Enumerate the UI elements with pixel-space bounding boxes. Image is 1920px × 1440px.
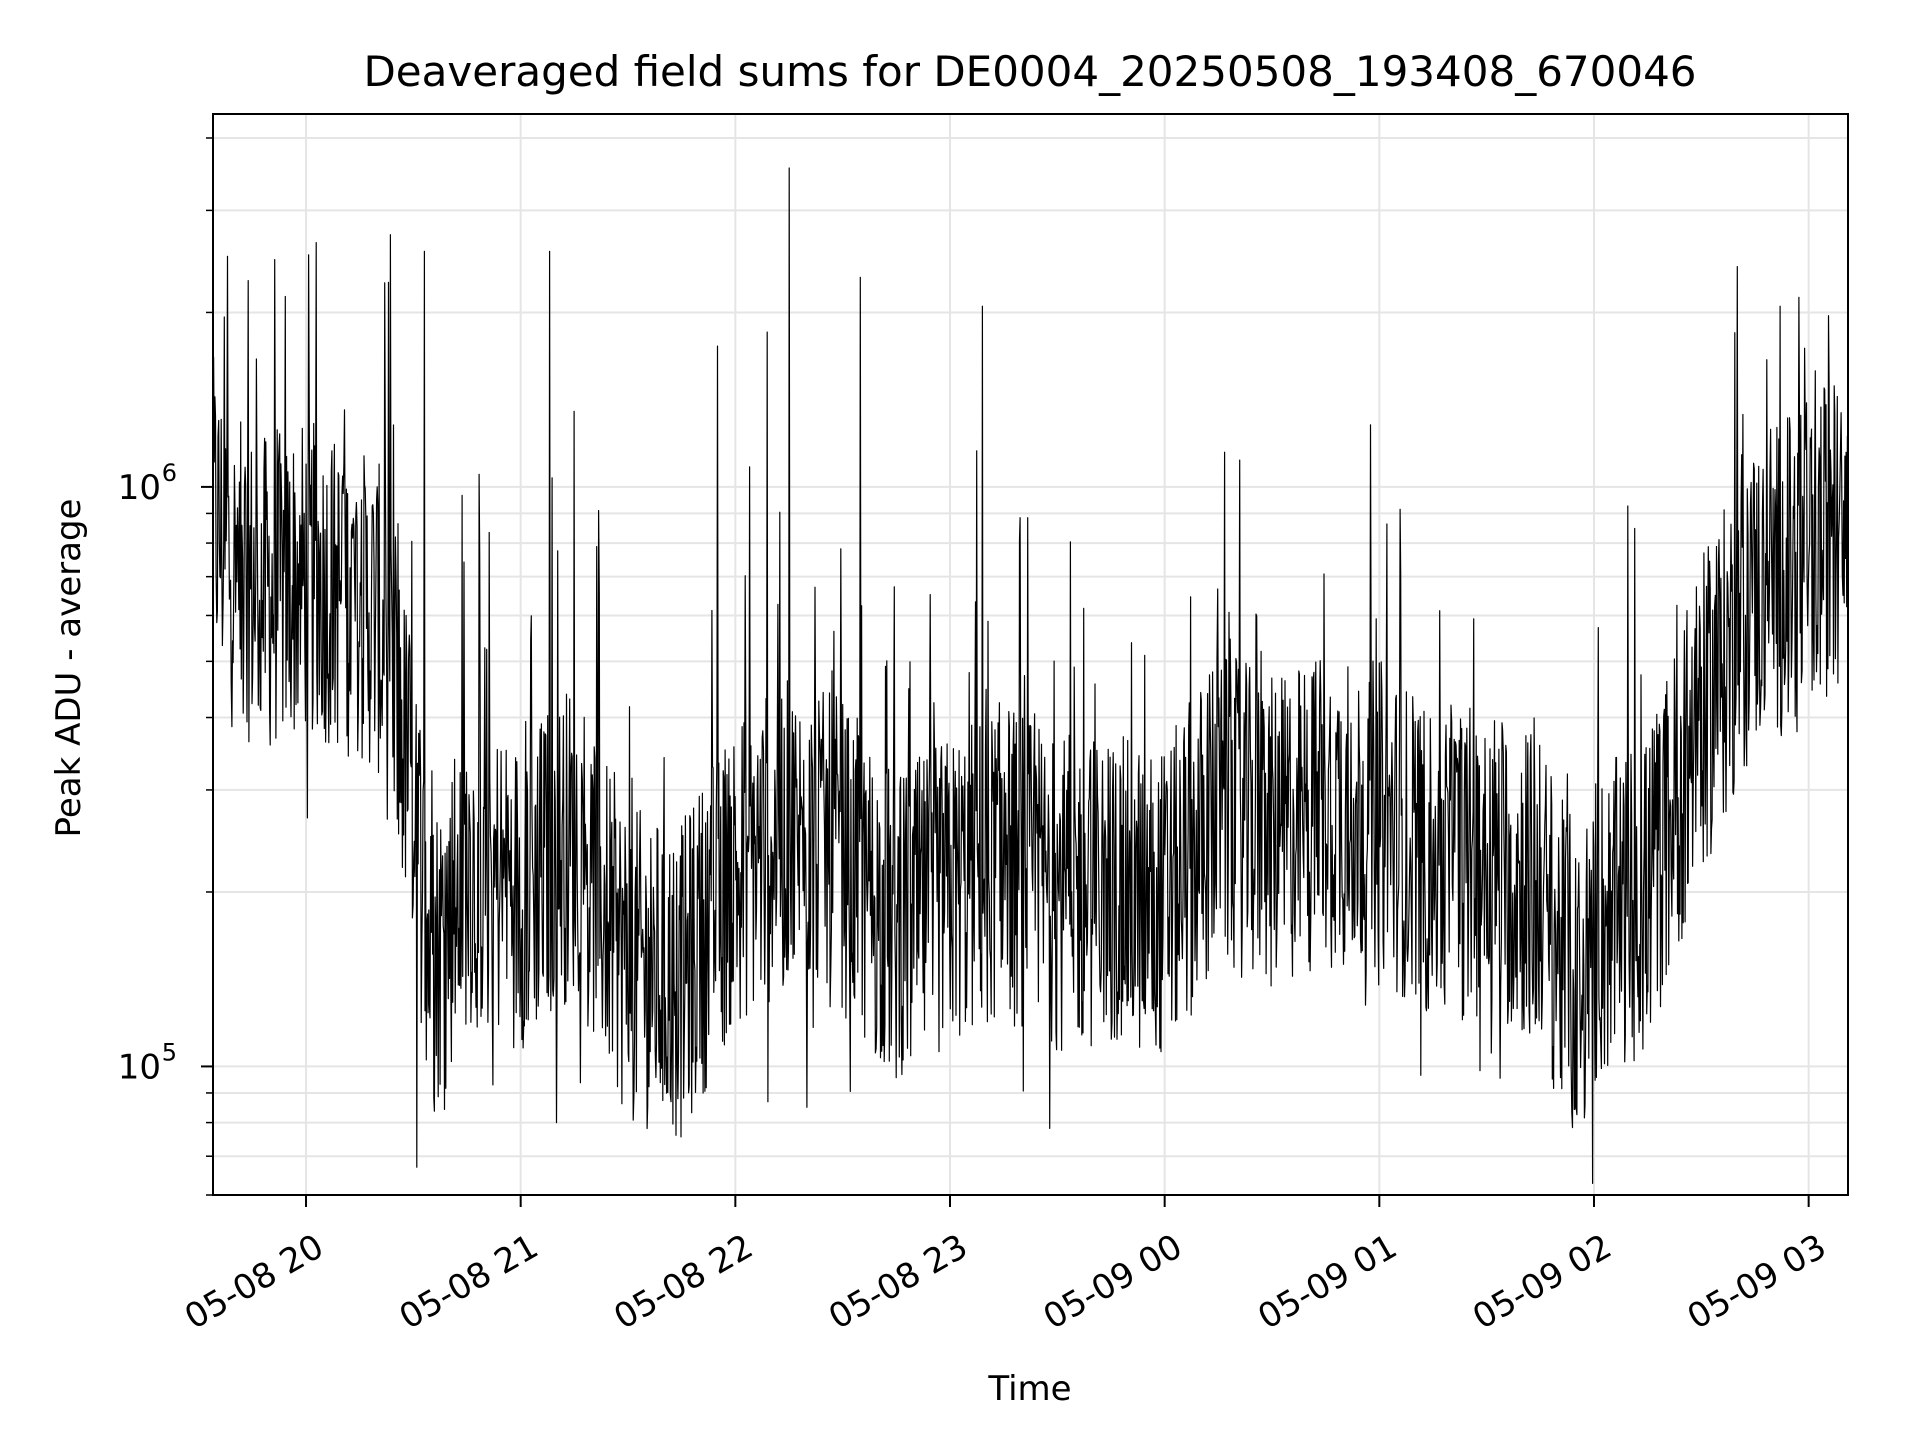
plot-frame (212, 113, 1849, 1196)
plot-area (212, 167, 1849, 1184)
y-tick-exponent: 6 (162, 459, 177, 487)
y-tick-label: 10 (118, 1047, 161, 1087)
x-axis-label: Time (987, 1369, 1071, 1409)
y-tick-label: 10 (118, 468, 161, 508)
y-axis-label: Peak ADU - average (49, 499, 89, 838)
y-tick-base: 10 (118, 468, 161, 508)
y-tick-base: 10 (118, 1047, 161, 1087)
y-tick-exponent: 5 (162, 1038, 177, 1066)
series-line (212, 167, 1849, 1184)
chart-title: Deaveraged field sums for DE0004_2025050… (363, 47, 1696, 96)
